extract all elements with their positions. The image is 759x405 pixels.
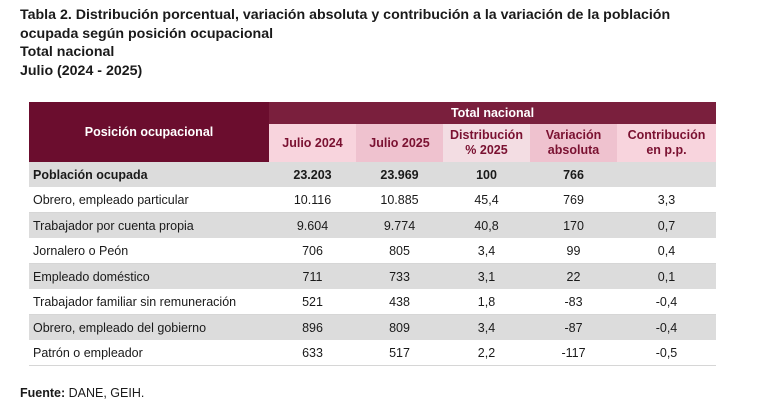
header-position: Posición ocupacional [29, 102, 269, 162]
cell-jul-2024: 23.203 [269, 162, 356, 187]
cell-contribution: -0,4 [617, 289, 716, 315]
occupational-position-table: Posición ocupacional Total nacional Juli… [29, 102, 716, 366]
title-line-1: Tabla 2. Distribución porcentual, variac… [20, 7, 671, 23]
cell-distribution: 3,4 [443, 314, 530, 340]
cell-contribution [617, 162, 716, 187]
cell-distribution: 40,8 [443, 212, 530, 238]
cell-distribution: 3,1 [443, 263, 530, 289]
header-distribution: Distribución % 2025 [443, 124, 530, 162]
cell-jul-2025: 805 [356, 238, 443, 264]
cell-contribution: 0,1 [617, 263, 716, 289]
cell-distribution: 100 [443, 162, 530, 187]
table-row: Jornalero o Peón 706 805 3,4 99 0,4 [29, 238, 716, 264]
row-label: Jornalero o Peón [29, 238, 269, 264]
cell-jul-2024: 896 [269, 314, 356, 340]
cell-jul-2025: 10.885 [356, 187, 443, 213]
cell-jul-2025: 23.969 [356, 162, 443, 187]
header-total-nacional: Total nacional [269, 102, 716, 124]
row-label: Obrero, empleado del gobierno [29, 314, 269, 340]
header-contribution-line-1: Contribución [627, 128, 706, 142]
source-note: Fuente: DANE, GEIH. [20, 386, 144, 400]
row-label: Obrero, empleado particular [29, 187, 269, 213]
title-line-4: Julio (2024 - 2025) [20, 62, 143, 79]
cell-jul-2025: 517 [356, 340, 443, 366]
row-label: Trabajador familiar sin remuneración [29, 289, 269, 315]
source-label: Fuente: [20, 386, 66, 400]
cell-variation: -117 [530, 340, 617, 366]
cell-variation: 99 [530, 238, 617, 264]
table-row: Trabajador familiar sin remuneración 521… [29, 289, 716, 315]
cell-jul-2025: 733 [356, 263, 443, 289]
cell-jul-2025: 809 [356, 314, 443, 340]
cell-jul-2024: 633 [269, 340, 356, 366]
title-line-2: ocupada según posición ocupacional [20, 25, 274, 42]
table-row: Población ocupada 23.203 23.969 100 766 [29, 162, 716, 187]
cell-jul-2024: 706 [269, 238, 356, 264]
cell-variation: 22 [530, 263, 617, 289]
cell-variation: 769 [530, 187, 617, 213]
cell-variation: 766 [530, 162, 617, 187]
title-line-3: Total nacional [20, 44, 115, 60]
row-label: Empleado doméstico [29, 263, 269, 289]
table-title: Tabla 2. Distribución porcentual, variac… [20, 6, 745, 80]
table-row: Empleado doméstico 711 733 3,1 22 0,1 [29, 263, 716, 289]
cell-jul-2025: 9.774 [356, 212, 443, 238]
cell-contribution: 0,7 [617, 212, 716, 238]
header-jul-2025: Julio 2025 [356, 124, 443, 162]
table-row: Obrero, empleado del gobierno 896 809 3,… [29, 314, 716, 340]
table-row: Obrero, empleado particular 10.116 10.88… [29, 187, 716, 213]
header-contribution: Contribución en p.p. [617, 124, 716, 162]
source-text: DANE, GEIH. [65, 386, 145, 400]
row-label: Trabajador por cuenta propia [29, 212, 269, 238]
row-label: Población ocupada [29, 162, 269, 187]
cell-distribution: 45,4 [443, 187, 530, 213]
cell-contribution: -0,5 [617, 340, 716, 366]
header-contribution-line-2: en p.p. [646, 143, 687, 157]
row-label: Patrón o empleador [29, 340, 269, 366]
table-row: Patrón o empleador 633 517 2,2 -117 -0,5 [29, 340, 716, 366]
cell-contribution: 0,4 [617, 238, 716, 264]
header-variation-line-1: Variación [545, 128, 602, 142]
cell-variation: -87 [530, 314, 617, 340]
cell-distribution: 3,4 [443, 238, 530, 264]
cell-jul-2024: 711 [269, 263, 356, 289]
header-jul-2024: Julio 2024 [269, 124, 356, 162]
cell-distribution: 2,2 [443, 340, 530, 366]
cell-variation: 170 [530, 212, 617, 238]
cell-jul-2025: 438 [356, 289, 443, 315]
cell-variation: -83 [530, 289, 617, 315]
cell-jul-2024: 521 [269, 289, 356, 315]
header-absolute-variation: Variación absoluta [530, 124, 617, 162]
header-variation-line-2: absoluta [547, 143, 600, 157]
cell-jul-2024: 9.604 [269, 212, 356, 238]
cell-contribution: -0,4 [617, 314, 716, 340]
header-distribution-line-1: Distribución [450, 128, 523, 142]
cell-contribution: 3,3 [617, 187, 716, 213]
table-row: Trabajador por cuenta propia 9.604 9.774… [29, 212, 716, 238]
cell-distribution: 1,8 [443, 289, 530, 315]
cell-jul-2024: 10.116 [269, 187, 356, 213]
header-distribution-line-2: % 2025 [465, 143, 508, 157]
